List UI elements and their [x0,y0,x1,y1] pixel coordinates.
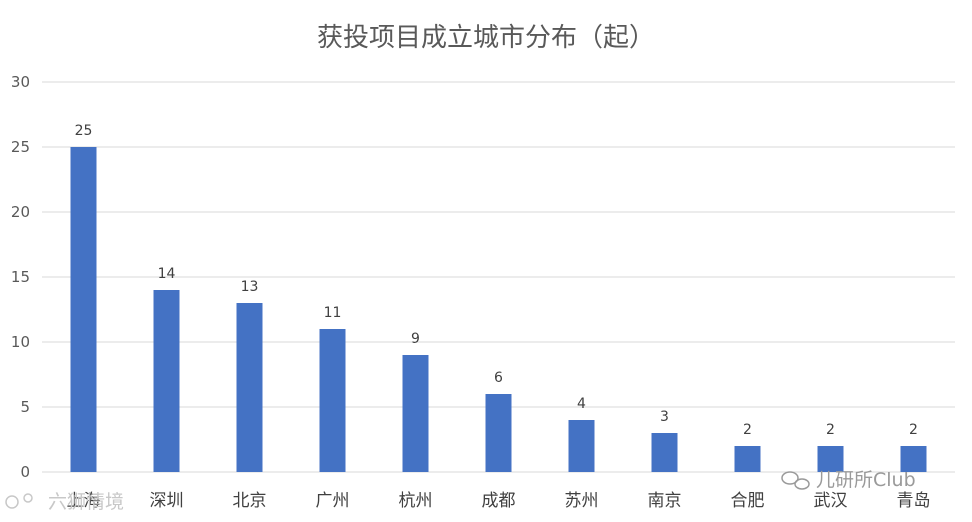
wechat-icon-bubble [794,478,810,490]
x-tick-label-7: 南京 [648,491,682,511]
x-tick-label-1: 深圳 [150,491,184,511]
data-label-6: 4 [577,396,586,412]
watermark-logo-dot-icon [23,493,33,503]
data-label-9: 2 [826,422,835,438]
bar-2 [236,303,263,472]
watermark-right-text: 儿研所Club [816,469,916,491]
data-label-0: 25 [75,123,93,139]
watermark-left: 六狮情境 [5,491,124,513]
bar-10 [900,446,927,472]
y-tick-label-1: 5 [20,398,30,416]
gridlines [42,81,955,473]
x-tick-label-5: 成都 [482,491,516,511]
x-tick-label-2: 北京 [233,491,267,511]
y-tick-label-3: 15 [11,268,30,286]
bar-1 [153,290,180,472]
data-label-8: 2 [743,422,752,438]
watermark-left-text: 六狮情境 [48,491,124,513]
bar-0 [70,147,97,472]
y-tick-label-4: 20 [11,203,30,221]
x-tick-label-8: 合肥 [731,491,765,511]
y-tick-label-5: 25 [11,138,30,156]
bar-9 [817,446,844,472]
data-label-5: 6 [494,370,503,386]
x-tick-label-9: 武汉 [814,491,848,511]
watermark-right: 儿研所Club [781,469,916,491]
x-tick-label-0: 上海 [67,491,101,511]
x-axis: 上海 深圳 北京 广州 杭州 成都 苏州 南京 合肥 武汉 青岛 [67,491,931,511]
data-label-4: 9 [411,331,420,347]
y-axis: 0 5 10 15 20 25 30 [11,73,30,481]
wechat-icon [781,471,799,485]
bar-6 [568,420,595,472]
y-tick-label-0: 0 [20,463,30,481]
data-label-3: 11 [324,305,342,321]
x-tick-label-6: 苏州 [565,491,599,511]
y-tick-label-2: 10 [11,333,30,351]
data-label-2: 13 [241,279,259,295]
x-tick-label-3: 广州 [316,491,350,511]
bar-4 [402,355,429,472]
x-tick-label-4: 杭州 [399,491,433,511]
data-label-7: 3 [660,409,669,425]
data-label-1: 14 [158,266,176,282]
x-tick-label-10: 青岛 [897,491,931,511]
bar-5 [485,394,512,472]
y-tick-label-6: 30 [11,73,30,91]
watermark-logo-icon [5,495,19,509]
bars: 25 14 13 11 9 6 4 3 2 2 2 [70,123,927,472]
data-label-10: 2 [909,422,918,438]
bar-3 [319,329,346,472]
bar-7 [651,433,678,472]
bar-8 [734,446,761,472]
chart-title: 获投项目成立城市分布（起） [317,23,655,53]
